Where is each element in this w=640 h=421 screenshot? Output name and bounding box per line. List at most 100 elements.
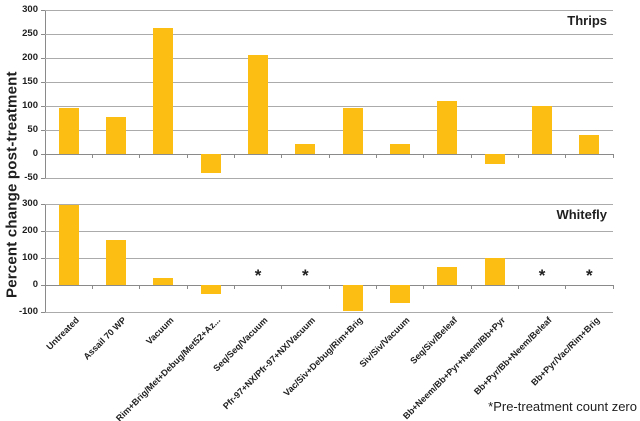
axis-tick — [41, 203, 45, 205]
y-tick-label: 200 — [22, 52, 38, 63]
gridline — [45, 230, 613, 232]
bar — [342, 285, 363, 311]
y-tick-label: 100 — [22, 252, 38, 263]
gridline — [45, 129, 613, 131]
zero-count-asterisk: * — [302, 266, 309, 285]
bar — [58, 108, 79, 154]
axis-tick — [41, 57, 45, 59]
bar — [484, 154, 505, 164]
bar — [390, 285, 410, 303]
y-tick-label: -100 — [18, 306, 38, 317]
category-tick — [375, 154, 377, 158]
y-tick-label: 100 — [22, 100, 38, 111]
axis-tick — [41, 257, 45, 259]
footnote: *Pre-treatment count zero — [488, 399, 637, 414]
category-tick — [612, 285, 614, 289]
category-tick — [139, 154, 141, 158]
x-axis-label: Assail 70 WP — [81, 315, 129, 362]
x-axis-label: Vac/Siv+Debug/Rim+Brig — [281, 315, 365, 399]
x-axis-label: Vacuum — [143, 315, 176, 347]
x-axis-label: Rim+Brig/Met+Debug/Met52+Az... — [114, 315, 223, 421]
y-tick-label: 300 — [22, 4, 38, 15]
y-axis-title: Percent change post-treatment — [3, 71, 21, 299]
category-tick — [565, 154, 567, 158]
category-tick — [91, 285, 93, 289]
bar — [106, 240, 126, 285]
bar — [437, 267, 458, 285]
bar — [248, 54, 268, 154]
axis-tick — [41, 153, 45, 155]
bar — [200, 285, 221, 295]
x-axis-label: Siv/Siv/Vacuum — [357, 315, 413, 370]
y-tick-label: 0 — [32, 148, 38, 159]
bar — [342, 108, 363, 154]
gridline — [45, 257, 613, 259]
zero-count-asterisk: * — [586, 266, 593, 285]
x-axis-label: Untreated — [43, 315, 81, 352]
bar — [153, 278, 174, 285]
gridline — [45, 105, 613, 107]
axis-tick — [41, 33, 45, 35]
gridline — [45, 177, 613, 179]
y-tick-label: 150 — [22, 76, 38, 87]
x-axis-label: Bb+Pyr/Bb+Neem/Beleaf — [472, 315, 555, 397]
bar — [106, 117, 126, 154]
category-tick — [375, 285, 377, 289]
thrips-panel-title: Thrips — [567, 13, 607, 28]
bar — [532, 106, 552, 154]
gridline — [45, 311, 613, 313]
y-tick-label: 200 — [22, 225, 38, 236]
y-tick-label: -50 — [24, 172, 38, 183]
category-tick — [91, 154, 93, 158]
x-axis-label: Pfr-97+NX/Pfr-97+NX/Vacuum — [221, 315, 318, 412]
bar — [58, 205, 79, 285]
category-tick — [612, 154, 614, 158]
bar — [200, 154, 221, 174]
gridline — [45, 81, 613, 83]
y-axis-line — [45, 10, 46, 178]
axis-tick — [41, 9, 45, 11]
axis-tick — [41, 129, 45, 131]
category-tick — [328, 285, 330, 289]
x-axis-label: Seq/Siv/Beleaf — [408, 315, 460, 366]
category-tick — [233, 154, 235, 158]
axis-tick — [41, 230, 45, 232]
y-tick-label: 0 — [32, 279, 38, 290]
category-tick — [470, 154, 472, 158]
category-tick — [233, 285, 235, 289]
whitefly-panel: Whitefly 300 200 100 0 -100 * * * * — [19, 198, 614, 317]
axis-tick — [41, 284, 45, 286]
category-tick — [186, 154, 188, 158]
axis-tick — [41, 105, 45, 107]
axis-tick — [41, 177, 45, 179]
bar — [390, 144, 410, 154]
category-tick — [139, 285, 141, 289]
category-tick — [517, 154, 519, 158]
y-tick-label: 50 — [27, 124, 38, 135]
category-tick — [423, 154, 425, 158]
gridline — [45, 57, 613, 59]
axis-tick — [41, 81, 45, 83]
zero-count-asterisk: * — [254, 266, 262, 285]
gridline — [45, 9, 613, 11]
bar — [484, 258, 505, 285]
gridline — [45, 33, 613, 35]
bar — [295, 144, 316, 154]
zero-count-asterisk: * — [538, 266, 546, 285]
category-tick — [186, 285, 188, 289]
y-tick-label: 250 — [22, 28, 38, 39]
y-tick-label: 300 — [22, 198, 38, 209]
thrips-panel: Thrips 300 250 200 150 100 50 0 -50 — [22, 4, 614, 183]
category-tick — [281, 154, 283, 158]
whitefly-panel-title: Whitefly — [556, 207, 607, 222]
gridline — [45, 203, 613, 205]
bar — [153, 28, 174, 154]
category-tick — [470, 285, 472, 289]
category-tick — [565, 285, 567, 289]
axis-tick — [41, 311, 45, 313]
category-tick — [423, 285, 425, 289]
category-tick — [281, 285, 283, 289]
category-tick — [328, 154, 330, 158]
bar — [579, 134, 600, 154]
